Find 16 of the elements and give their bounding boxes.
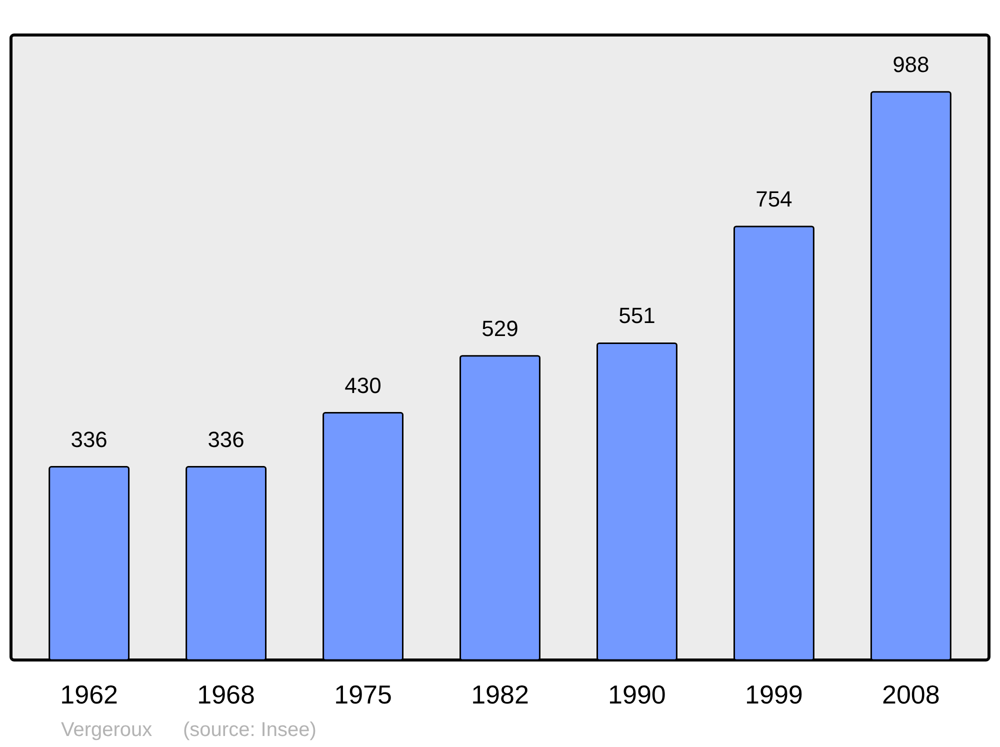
text: (source: Insee): [183, 719, 316, 741]
data-label: 988: [892, 52, 930, 77]
x-tick-label: 1968: [197, 680, 255, 710]
data-label: 336: [70, 426, 108, 452]
data-label: 529: [482, 316, 518, 341]
x-tick-label: 1962: [60, 680, 118, 710]
x-tick-label: 1982: [471, 680, 529, 710]
data-label: 336: [208, 426, 244, 452]
data-label: 754: [756, 186, 792, 212]
x-tick-label: 1990: [608, 680, 666, 710]
data-label: 430: [344, 372, 382, 398]
x-tick-label: 1975: [334, 680, 392, 710]
x-tick-label: 2008: [882, 680, 940, 710]
x-tick-label: 1999: [745, 680, 803, 710]
data-label: 551: [618, 303, 656, 328]
text: Vergeroux: [61, 719, 152, 741]
